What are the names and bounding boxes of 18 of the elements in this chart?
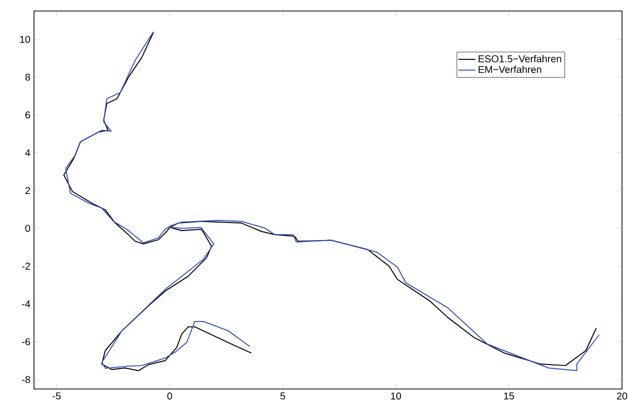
y-tick-label: -4 xyxy=(22,300,30,308)
x-tick-label: 20 xyxy=(616,392,628,400)
x-tick-label: 5 xyxy=(280,392,286,400)
x-tick-label: 15 xyxy=(504,392,514,400)
y-tick-label: 6 xyxy=(25,111,30,118)
y-tick-label: 4 xyxy=(25,149,30,156)
x-tick-label: 10 xyxy=(391,392,402,400)
y-tick-label: -6 xyxy=(22,338,30,346)
y-tick-label: -2 xyxy=(22,262,30,270)
y-tick-label: 10 xyxy=(20,36,30,43)
y-tick-label: 0 xyxy=(25,224,30,232)
y-tick-label: 2 xyxy=(25,187,30,194)
legend-label: EM−Verfahren xyxy=(478,66,542,74)
y-tick-label: -8 xyxy=(22,376,30,384)
x-tick-label: -5 xyxy=(52,392,61,400)
legend-label: ESO1.5−Verfahren xyxy=(478,55,562,62)
y-tick-label: 8 xyxy=(25,74,30,81)
x-tick-label: 0 xyxy=(167,392,172,400)
